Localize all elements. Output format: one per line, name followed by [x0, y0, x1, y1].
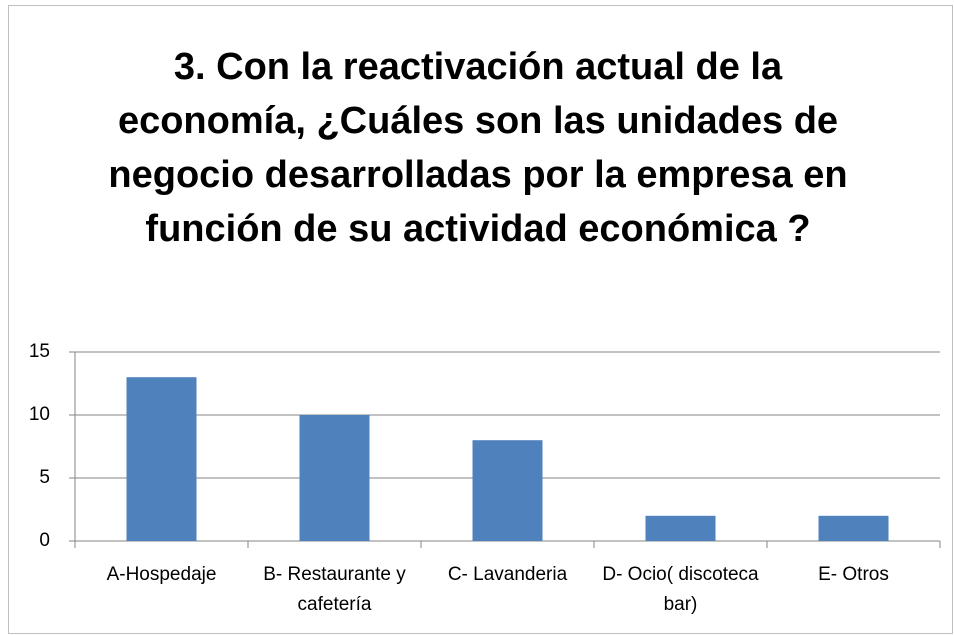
chart-border: [8, 5, 953, 634]
bar: [299, 415, 370, 541]
x-tick-label: B- Restaurante y cafetería: [263, 564, 406, 615]
bar: [472, 440, 543, 541]
bar: [818, 515, 889, 541]
y-tick-label: 15: [29, 341, 50, 362]
x-tick-label: E- Otros: [818, 564, 889, 585]
bar: [126, 377, 197, 541]
chart-title: 3. Con la reactivación actual de la econ…: [108, 46, 848, 250]
bar: [645, 515, 716, 541]
y-tick-label: 5: [39, 467, 50, 488]
x-tick-label: A-Hospedaje: [106, 564, 217, 585]
x-tick-label: C- Lavanderia: [447, 564, 568, 585]
x-tick-label: D- Ocio( discoteca bar): [602, 564, 759, 615]
y-tick-label: 10: [29, 404, 50, 425]
y-tick-label: 0: [39, 530, 50, 551]
